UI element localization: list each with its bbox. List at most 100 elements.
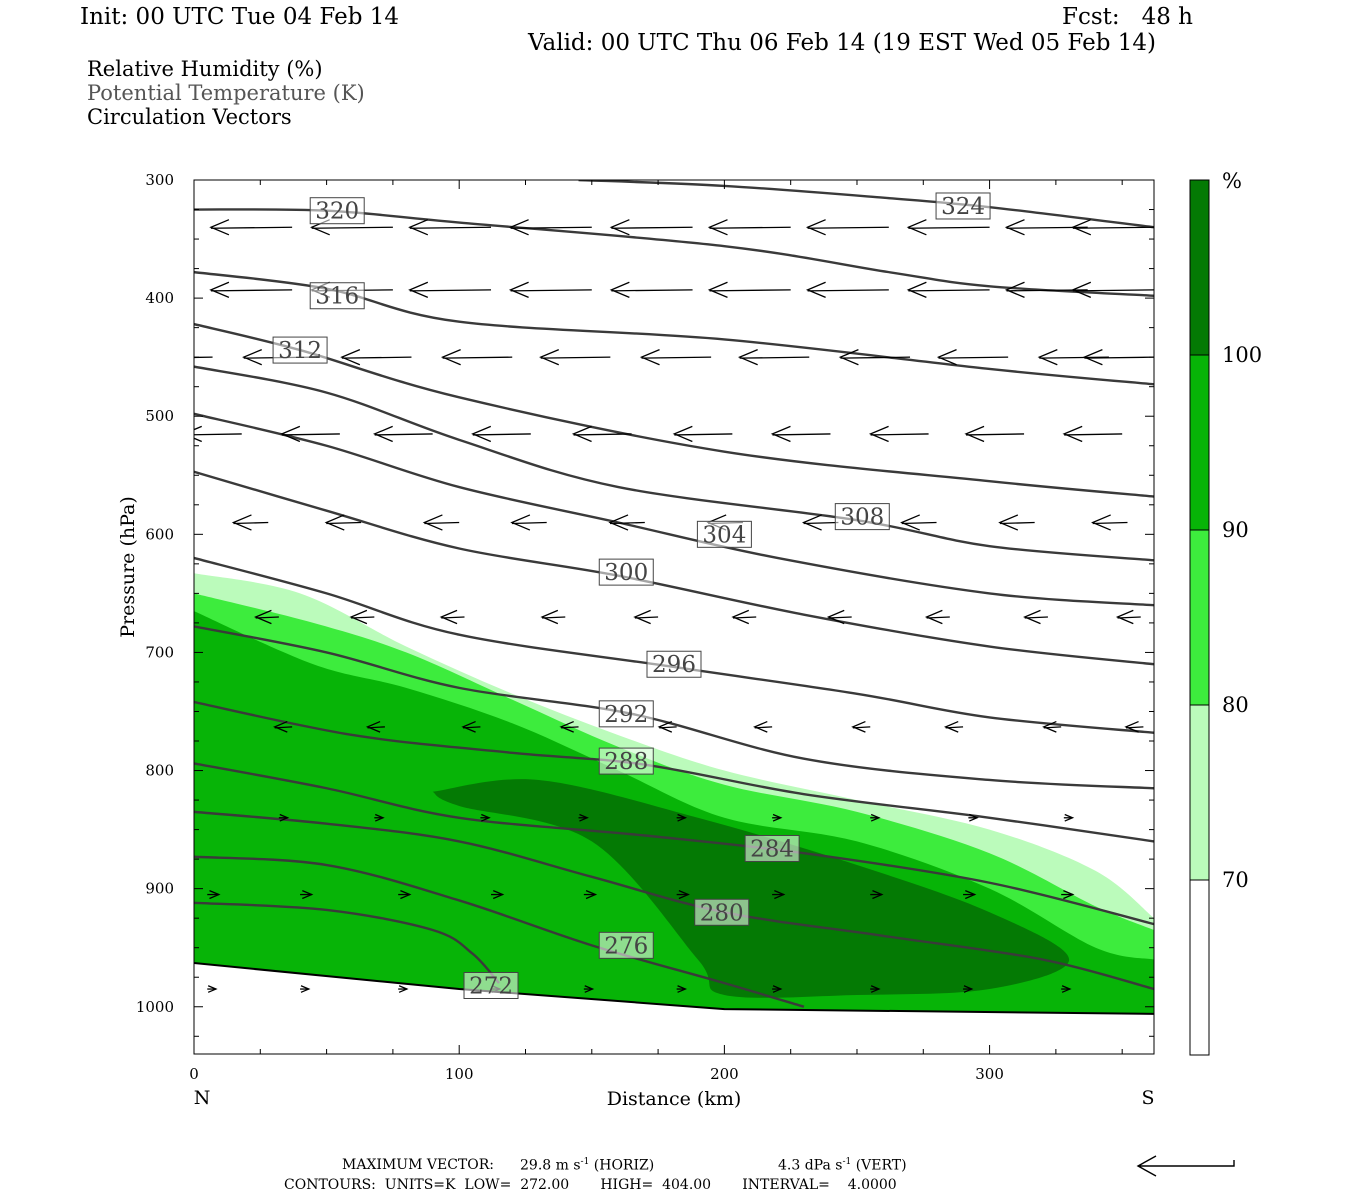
wind-vector [1091, 514, 1128, 531]
vert-value: 4.3 dPa s [778, 1157, 843, 1174]
wind-vector [280, 425, 340, 443]
contour-280 [194, 810, 1154, 991]
contour-label-308: 308 [840, 505, 884, 531]
contour-label-box-280 [694, 898, 750, 926]
wind-vector [578, 813, 589, 822]
valid-time: Valid: 00 UTC Thu 06 Feb 14 (19 EST Wed … [528, 30, 1157, 56]
contour-label-320: 320 [315, 199, 359, 225]
colorbar-segment [1189, 879, 1210, 1056]
contour-label-312: 312 [278, 338, 322, 364]
wind-vector [943, 720, 964, 733]
colorbar-segment [1189, 179, 1210, 356]
wind-vector [1154, 986, 1163, 993]
plot-frame [193, 179, 1155, 1055]
wind-vector [1124, 720, 1144, 733]
wind-vector [753, 720, 773, 733]
wind-vector [300, 985, 311, 993]
contour-label-304: 304 [702, 522, 746, 548]
wind-vector [1061, 890, 1075, 900]
y-tick-label: 700 [145, 643, 174, 661]
max-vector-horizontal: 29.8 m s-1 (HORIZ) [520, 1157, 654, 1174]
wind-vector [770, 425, 831, 443]
wind-vector [672, 425, 733, 443]
wind-vector [805, 281, 889, 299]
wind-vector [870, 985, 881, 993]
wind-vector [639, 349, 712, 366]
wind-vector [583, 890, 598, 900]
wind-vector [273, 720, 293, 733]
wind-vector [870, 890, 884, 900]
contour-label-box-300 [598, 558, 654, 586]
contour-label-box-316 [309, 282, 365, 310]
wind-vector [1061, 985, 1072, 993]
contour-label-box-272 [463, 971, 519, 999]
wind-vector [801, 514, 839, 531]
wind-vector [737, 349, 810, 366]
legend-relative-humidity: Relative Humidity (%) [87, 57, 323, 81]
wind-vector [398, 890, 412, 900]
wind-vector [676, 985, 688, 993]
wind-vector [963, 890, 977, 900]
contour-label-280: 280 [700, 900, 744, 926]
forecast-hour: Fcst: 48 h [1062, 4, 1193, 30]
y-tick-label: 1000 [136, 998, 174, 1016]
vert-unit: (VERT) [855, 1157, 907, 1174]
wind-vector [968, 813, 979, 822]
contour-label-box-276 [598, 931, 654, 959]
y-tick-label: 800 [145, 762, 174, 780]
wind-vector [772, 813, 783, 822]
colorbar-segment [1189, 354, 1210, 531]
legend-potential-temperature: Potential Temperature (K) [87, 81, 365, 105]
wind-vector [609, 281, 693, 299]
contour-272 [194, 901, 500, 984]
wind-vector [924, 609, 950, 625]
y-tick-label: 600 [145, 525, 174, 543]
wind-vector [539, 349, 611, 366]
wind-vector [508, 219, 592, 236]
wind-vector [571, 425, 632, 443]
wind-vector [491, 890, 505, 900]
wind-vector [870, 813, 881, 822]
y-tick-label: 300 [145, 171, 174, 189]
wind-vector [408, 281, 492, 299]
wind-vector [194, 425, 242, 443]
wind-vector [633, 609, 659, 625]
wind-vector [1063, 813, 1075, 822]
wind-vector [510, 514, 547, 531]
wind-vector [209, 281, 293, 299]
wind-vector [1042, 720, 1062, 733]
below-ground [194, 963, 1154, 1054]
x-end-label-north: N [194, 1087, 211, 1109]
wind-vector [707, 281, 791, 299]
contour-label-284: 284 [750, 836, 794, 862]
wind-vector [676, 890, 690, 900]
wind-vector [374, 813, 385, 822]
wind-vector [207, 890, 221, 900]
contour-304 [194, 412, 1154, 607]
wind-vector [772, 985, 783, 993]
x-tick-label: 0 [189, 1065, 199, 1083]
contour-label-296: 296 [652, 652, 696, 678]
max-vector-vertical: 4.3 dPa s-1 (VERT) [778, 1157, 907, 1174]
wind-vector [300, 890, 314, 900]
wind-vector [207, 985, 218, 993]
init-time: Init: 00 UTC Tue 04 Feb 14 [80, 4, 400, 30]
wind-vector [1004, 281, 1088, 299]
horiz-value: 29.8 m s [520, 1157, 581, 1174]
colorbar-label-90: 90 [1222, 518, 1249, 542]
contour-label-box-312 [272, 336, 328, 364]
contour-label-box-292 [598, 700, 654, 728]
contour-label-288: 288 [604, 749, 648, 775]
wind-vector [408, 219, 492, 236]
x-tick-label: 100 [445, 1065, 474, 1083]
contour-label-box-308 [834, 503, 890, 531]
wind-vector [805, 219, 889, 236]
wind-vector [340, 349, 412, 366]
wind-vector [1071, 281, 1154, 299]
contour-label-276: 276 [604, 933, 648, 959]
x-axis-label: Distance (km) [607, 1088, 742, 1110]
y-tick-label: 900 [145, 880, 174, 898]
contour-label-292: 292 [604, 702, 648, 728]
wind-vector [868, 425, 929, 443]
